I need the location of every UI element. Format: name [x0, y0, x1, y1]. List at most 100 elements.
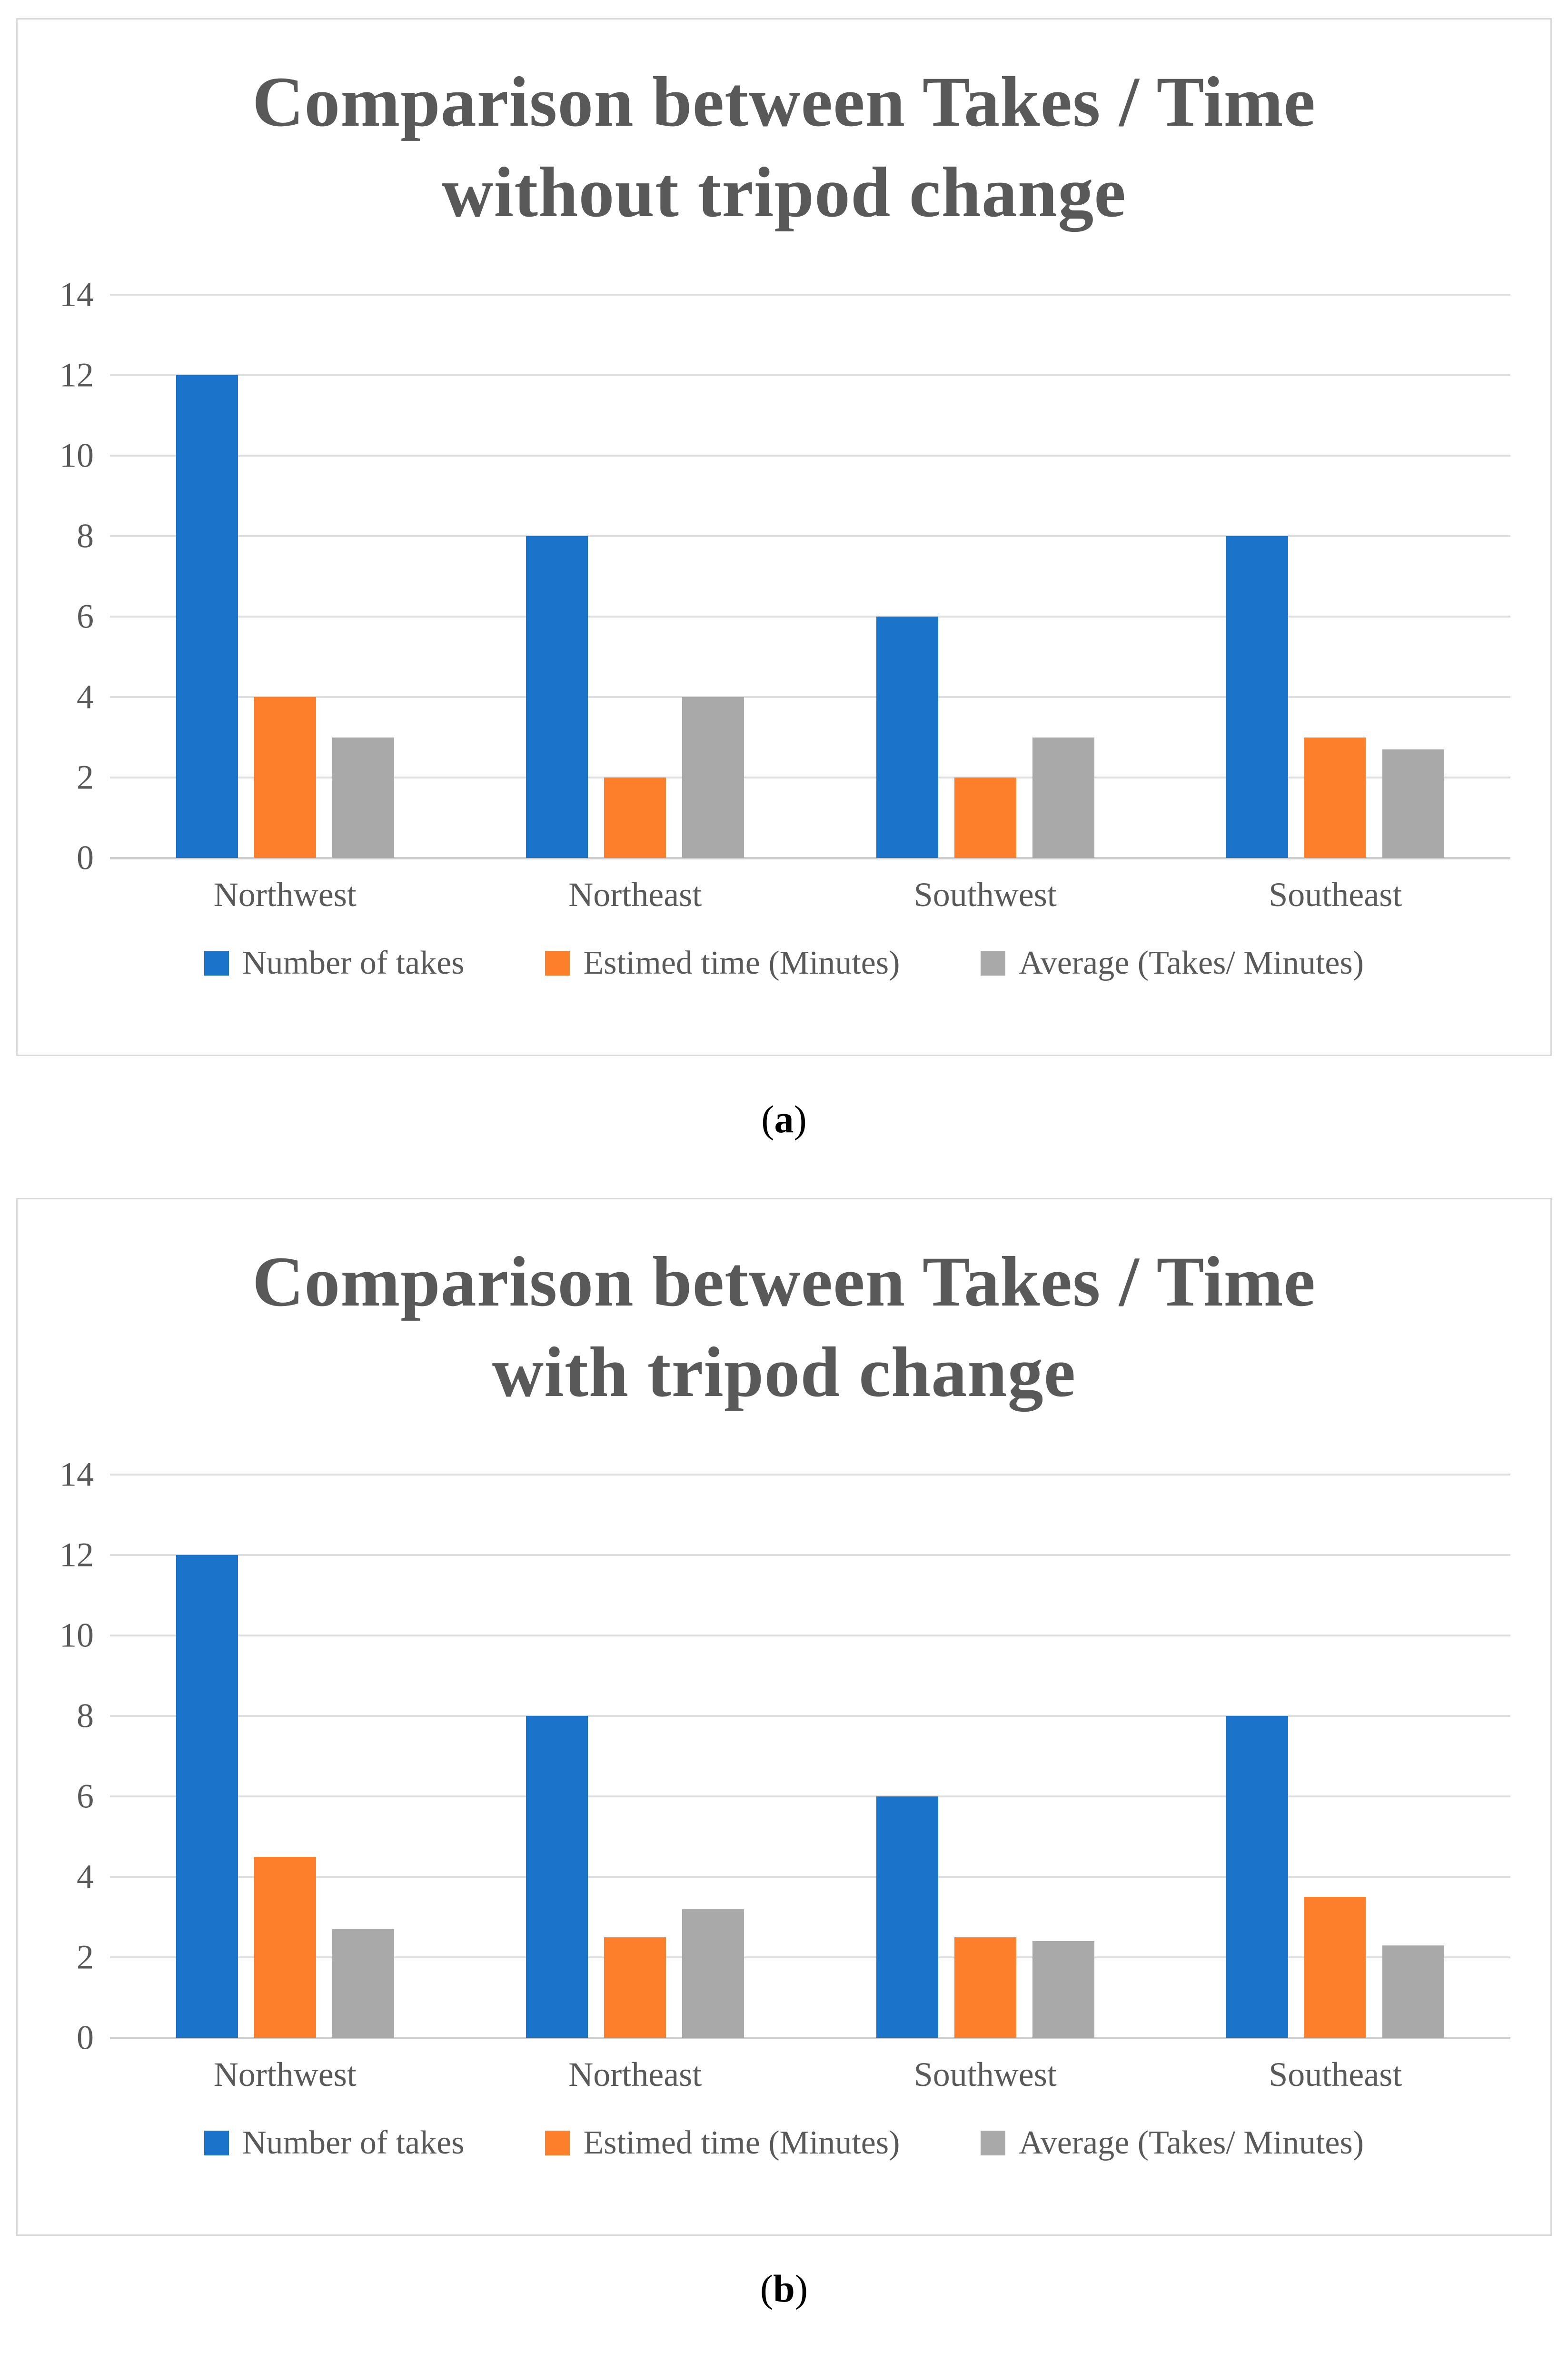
chart-a-title-line-1: Comparison between Takes / Time	[252, 62, 1316, 141]
y-gridline-10	[110, 1634, 1510, 1636]
y-gridline-8	[110, 1715, 1510, 1717]
y-gridline-2	[110, 1956, 1510, 1958]
legend-item-average-takes-minutes: Average (Takes/ Minutes)	[981, 2124, 1364, 2162]
chart-a-title: Comparison between Takes / Time without …	[18, 20, 1550, 238]
legend-label: Average (Takes/ Minutes)	[1019, 2124, 1364, 2161]
caption-a-paren-close: )	[794, 1097, 807, 1141]
y-gridline-8	[110, 535, 1510, 537]
chart-b-legend: Number of takes Estimed time (Minutes) Ave…	[18, 2124, 1550, 2162]
y-tick-label-2: 2	[77, 758, 94, 797]
bar-estimed-time-minutes-northeast	[604, 1937, 666, 2038]
y-gridline-14	[110, 294, 1510, 296]
y-gridline-10	[110, 454, 1510, 457]
y-tick-label-12: 12	[60, 356, 94, 394]
bar-group-southeast	[1161, 295, 1511, 858]
caption-a: (a)	[0, 1097, 1568, 1142]
caption-a-letter: a	[774, 1097, 794, 1141]
bar-estimed-time-minutes-southwest	[954, 778, 1016, 858]
legend-label: Number of takes	[242, 2124, 465, 2161]
bar-number-of-takes-northwest	[176, 1555, 238, 2038]
y-tick-label-12: 12	[60, 1535, 94, 1574]
x-category-label-southwest: Southwest	[913, 876, 1057, 914]
bar-number-of-takes-southeast	[1226, 536, 1289, 858]
y-gridline-12	[110, 1554, 1510, 1556]
legend-label: Number of takes	[242, 945, 465, 981]
bar-number-of-takes-northeast	[526, 536, 588, 858]
caption-a-paren-open: (	[761, 1097, 774, 1141]
bar-average-takes-minutes-southeast	[1382, 1945, 1445, 2038]
chart-b-x-axis-labels: Northwest Northeast Southwest Southeast	[110, 2055, 1510, 2094]
bar-average-takes-minutes-northeast	[682, 697, 744, 858]
bar-average-takes-minutes-southwest	[1032, 737, 1094, 858]
legend-item-estimed-time-minutes: Estimed time (Minutes)	[545, 944, 900, 982]
x-category-label-northeast: Northeast	[568, 2055, 702, 2094]
bar-group-northeast	[460, 295, 811, 858]
caption-b-paren-close: )	[794, 2267, 808, 2310]
bar-groups	[110, 1475, 1510, 2038]
chart-b-plot-area	[110, 1474, 1510, 2039]
chart-a-title-line-2: without tripod change	[442, 153, 1126, 232]
legend-swatch-icon	[545, 951, 570, 976]
y-gridline-2	[110, 777, 1510, 778]
x-category-label-southeast: Southeast	[1269, 2055, 1402, 2094]
caption-b-paren-open: (	[760, 2267, 774, 2310]
bar-estimed-time-minutes-southeast	[1304, 1897, 1367, 2038]
chart-b-title: Comparison between Takes / Time with tri…	[18, 1199, 1550, 1417]
legend-item-number-of-takes: Number of takes	[204, 2124, 465, 2162]
bar-average-takes-minutes-northwest	[332, 737, 394, 858]
legend-swatch-icon	[204, 951, 229, 976]
y-tick-label-8: 8	[77, 517, 94, 555]
bar-group-northwest	[110, 1475, 460, 2038]
bar-group-northwest	[110, 295, 460, 858]
bar-estimed-time-minutes-southeast	[1304, 737, 1367, 858]
chart-a-area: 0 2 4 6 8 10 12 14	[18, 276, 1550, 877]
x-category-label-northwest: Northwest	[213, 876, 357, 914]
y-tick-label-14: 14	[60, 1455, 94, 1494]
chart-a-y-axis: 0 2 4 6 8 10 12 14	[18, 276, 110, 877]
bar-average-takes-minutes-southwest	[1032, 1941, 1094, 2038]
legend-item-number-of-takes: Number of takes	[204, 944, 465, 982]
legend-label: Average (Takes/ Minutes)	[1019, 945, 1364, 981]
bar-group-southwest	[810, 1475, 1161, 2038]
x-category-label-northeast: Northeast	[568, 876, 702, 914]
bar-number-of-takes-southeast	[1226, 1716, 1289, 2038]
legend-label: Estimed time (Minutes)	[583, 2124, 900, 2161]
y-tick-label-8: 8	[77, 1696, 94, 1735]
y-tick-label-4: 4	[77, 1857, 94, 1896]
chart-a-plot-area	[110, 294, 1511, 859]
bar-estimed-time-minutes-northwest	[254, 1856, 316, 2038]
chart-card-b: Comparison between Takes / Time with tri…	[16, 1198, 1552, 2236]
y-tick-label-4: 4	[77, 678, 94, 716]
y-tick-label-2: 2	[77, 1938, 94, 1976]
bar-number-of-takes-northwest	[176, 375, 238, 858]
bar-group-northeast	[460, 1475, 811, 2038]
bar-group-southwest	[810, 295, 1161, 858]
y-tick-label-6: 6	[77, 597, 94, 636]
y-gridline-12	[110, 374, 1510, 376]
chart-a-legend: Number of takes Estimed time (Minutes) Ave…	[18, 944, 1550, 982]
y-tick-label-0: 0	[77, 2018, 94, 2057]
y-gridline-4	[110, 696, 1510, 698]
y-tick-label-6: 6	[77, 1777, 94, 1815]
x-category-label-southwest: Southwest	[913, 2055, 1057, 2094]
y-tick-label-0: 0	[77, 838, 94, 877]
y-tick-label-10: 10	[60, 1616, 94, 1655]
legend-swatch-icon	[981, 951, 1006, 976]
bar-number-of-takes-northeast	[526, 1716, 588, 2038]
y-gridline-14	[110, 1474, 1510, 1476]
caption-b-letter: b	[773, 2267, 795, 2310]
bar-number-of-takes-southwest	[876, 617, 938, 858]
y-tick-label-10: 10	[60, 436, 94, 475]
bar-number-of-takes-southwest	[876, 1796, 938, 2038]
legend-label: Estimed time (Minutes)	[583, 945, 900, 981]
bar-average-takes-minutes-northwest	[332, 1929, 394, 2038]
bar-group-southeast	[1161, 1475, 1511, 2038]
x-category-label-northwest: Northwest	[213, 2055, 357, 2094]
chart-b-area: 0 2 4 6 8 10 12 14	[18, 1456, 1550, 2057]
x-axis-line	[110, 2037, 1510, 2039]
legend-swatch-icon	[204, 2131, 229, 2155]
bar-average-takes-minutes-southeast	[1382, 749, 1445, 858]
chart-b-title-line-2: with tripod change	[492, 1333, 1076, 1412]
legend-swatch-icon	[545, 2131, 570, 2155]
